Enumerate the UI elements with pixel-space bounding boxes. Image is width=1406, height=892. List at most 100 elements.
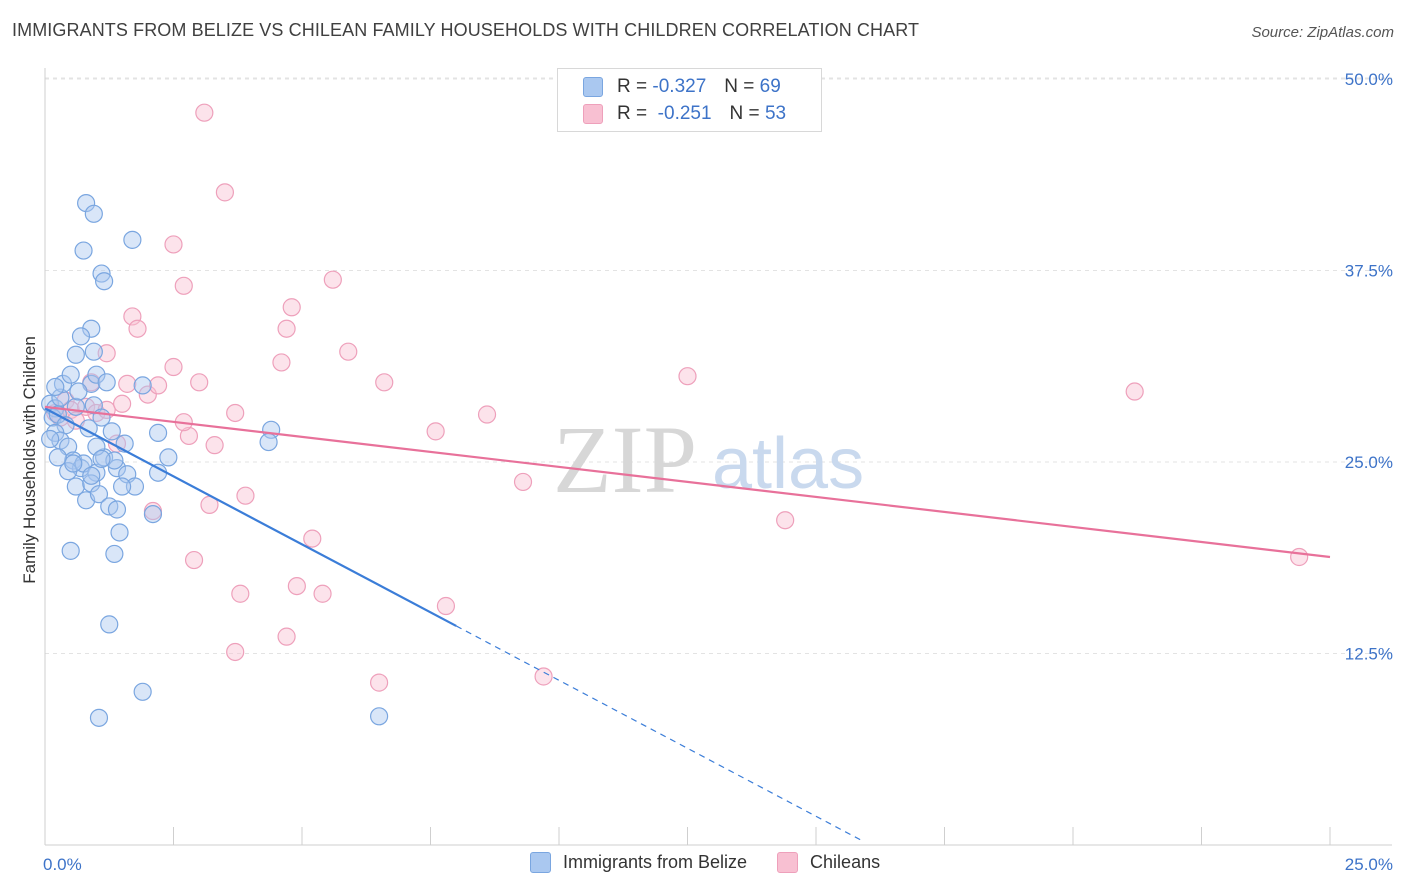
- belize-trend-extension: [455, 625, 863, 842]
- chileans-point: [272, 353, 291, 372]
- belize-point: [105, 544, 124, 564]
- chileans-point: [282, 298, 301, 317]
- source-label: Source: ZipAtlas.com: [1251, 24, 1394, 41]
- belize-point: [107, 500, 127, 519]
- chileans-point: [776, 511, 795, 530]
- belize-point: [95, 272, 114, 291]
- belize-point: [143, 504, 163, 524]
- r-label: R =: [617, 76, 648, 97]
- y-tick-label: 25.0%: [1345, 453, 1393, 472]
- chileans-point: [179, 426, 199, 446]
- series-legend: Immigrants from Belize Chileans: [530, 852, 910, 873]
- chileans-point: [118, 374, 137, 393]
- belize-point: [112, 477, 132, 496]
- chileans-point: [426, 422, 445, 441]
- chileans-point: [231, 584, 250, 603]
- chileans-point: [534, 667, 553, 686]
- chileans-point: [303, 529, 322, 548]
- belize-point: [110, 523, 129, 542]
- series-chileans-points: [46, 103, 1309, 692]
- chileans-point: [174, 276, 193, 295]
- chileans-point: [236, 486, 255, 505]
- chileans-point: [277, 627, 296, 646]
- legend-item-chileans[interactable]: Chileans: [777, 852, 880, 873]
- chileans-point: [1290, 547, 1309, 567]
- y-tick-labels: 12.5% 25.0% 37.5% 50.0%: [1345, 70, 1393, 664]
- belize-point: [71, 327, 91, 346]
- watermark: ZIP atlas: [553, 406, 864, 513]
- n-label: N =: [724, 76, 755, 97]
- belize-point: [84, 342, 103, 361]
- belize-point: [61, 541, 80, 560]
- watermark-zip: ZIP: [553, 406, 697, 513]
- chileans-point: [287, 576, 306, 596]
- belize-point: [61, 365, 80, 384]
- watermark-atlas: atlas: [712, 424, 864, 504]
- belize-point: [64, 454, 83, 473]
- belize-point: [148, 463, 168, 482]
- chileans-trend-line: [44, 405, 1331, 559]
- stats-legend: R = -0.327 N = 69 R = -0.251 N = 53: [557, 68, 822, 132]
- belize-point: [133, 376, 152, 395]
- chileans-point: [190, 373, 209, 392]
- chileans-point: [195, 103, 214, 122]
- legend-item-belize[interactable]: Immigrants from Belize: [530, 852, 747, 873]
- belize-point: [66, 477, 85, 496]
- chileans-legend-swatch: [777, 852, 799, 873]
- x-tick-label: 25.0%: [1345, 855, 1393, 874]
- legend-label: Immigrants from Belize: [563, 852, 748, 872]
- belize-point: [89, 708, 109, 727]
- gridlines: [45, 77, 1392, 654]
- belize-point: [123, 230, 142, 249]
- belize-point: [259, 432, 278, 452]
- belize-point: [133, 682, 152, 701]
- chileans-point: [277, 319, 296, 338]
- belize-point: [87, 463, 106, 482]
- belize-point: [74, 241, 93, 260]
- n-label: N =: [729, 103, 760, 124]
- belize-point: [66, 397, 85, 416]
- belize-point: [46, 377, 65, 397]
- belize-legend-swatch: [530, 852, 551, 873]
- belize-point: [48, 448, 67, 467]
- chileans-point: [339, 342, 358, 361]
- belize-point: [82, 466, 101, 485]
- belize-point: [125, 477, 145, 496]
- chileans-point: [205, 436, 224, 455]
- chileans-point: [164, 235, 183, 254]
- stats-row-chileans: R = -0.251 N = 53: [583, 102, 786, 126]
- belize-point: [148, 423, 168, 442]
- chileans-point: [226, 642, 245, 662]
- y-tick-label: 50.0%: [1345, 70, 1393, 89]
- belize-point: [89, 485, 109, 504]
- belize-point: [97, 373, 116, 392]
- belize-point: [100, 615, 119, 634]
- belize-swatch: [583, 77, 603, 97]
- chileans-swatch: [583, 104, 603, 124]
- stats-row-belize: R = -0.327 N = 69: [583, 75, 781, 99]
- belize-trend-line: [44, 407, 457, 627]
- chileans-point: [112, 394, 132, 413]
- legend-label: Chileans: [810, 852, 881, 872]
- belize-point: [69, 382, 88, 401]
- y-tick-label: 12.5%: [1345, 645, 1393, 664]
- chileans-point: [215, 183, 234, 202]
- chileans-point: [370, 673, 389, 692]
- x-tick-labels: 0.0% 25.0%: [43, 855, 1393, 874]
- chileans-point: [313, 584, 332, 603]
- belize-point: [87, 365, 106, 384]
- belize-point: [82, 319, 101, 338]
- n-value: 69: [759, 76, 781, 97]
- n-value: 53: [764, 103, 787, 124]
- belize-point: [66, 345, 85, 364]
- r-label: R =: [617, 103, 648, 124]
- chart-title: IMMIGRANTS FROM BELIZE VS CHILEAN FAMILY…: [12, 20, 920, 40]
- belize-point: [370, 707, 389, 726]
- r-value: -0.251: [657, 103, 712, 124]
- chileans-point: [128, 319, 147, 338]
- chileans-point: [138, 385, 157, 404]
- chileans-point: [323, 270, 342, 289]
- belize-point: [84, 204, 103, 223]
- chileans-point: [436, 596, 456, 616]
